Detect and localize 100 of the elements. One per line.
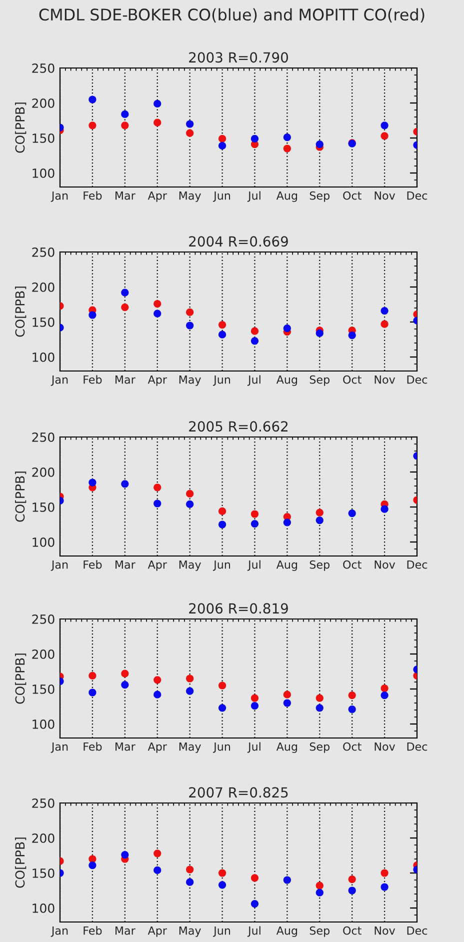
x-tick-label: Aug [276,376,298,386]
y-tick-label: 250 [32,798,54,808]
point [283,518,291,526]
point [186,674,194,682]
point [154,100,162,108]
y-tick-label: 250 [32,63,54,73]
point [88,478,96,486]
point [348,691,356,700]
point [186,120,194,128]
point [121,680,129,689]
point [154,500,162,508]
y-tick-label: 200 [32,833,54,843]
x-tick-label: May [179,192,201,202]
x-tick-label: Jun [213,742,230,753]
x-tick-label: Mar [116,376,136,384]
x-tick-label: Oct [343,926,362,935]
x-tick-label: Aug [276,192,298,202]
x-tick-label: May [179,742,201,753]
x-tick-label: Nov [374,560,396,569]
x-tick-label: Feb [84,742,102,751]
x-tick-label: Jun [213,560,230,571]
point [250,900,259,908]
x-tick-label: Sep [310,560,330,571]
y-tick-label: 250 [32,614,54,624]
point [218,330,226,338]
y-tick-label: 250 [32,432,54,442]
point [121,480,129,488]
point [218,869,226,877]
x-tick-label: Jul [247,191,260,202]
y-tick-label: 150 [32,317,54,327]
point [218,320,226,329]
x-tick-label: Dec [407,192,428,200]
point [218,142,226,150]
point [88,122,96,130]
point [348,705,356,714]
y-tick-label: 100 [32,719,54,729]
x-tick-label: Dec [407,742,428,751]
x-tick-label: Apr [148,560,167,571]
x-tick-label: Jul [247,926,260,937]
point [316,329,324,338]
x-tick-label: Sep [310,926,330,937]
y-axis-title: CO[PPB] [15,472,26,522]
y-tick-label: 200 [32,282,54,292]
y-axis-title: CO[PPB] [15,286,26,337]
x-tick-label: May [179,376,201,386]
x-tick-label: Aug [276,926,298,937]
point [380,684,388,692]
point [186,129,194,137]
point [186,500,194,508]
y-axis-title: CO[PPB] [15,838,26,888]
point [218,134,226,143]
point [316,888,324,896]
x-tick-label: Aug [276,742,298,753]
y-tick-label: 250 [32,247,54,257]
point [348,886,356,894]
point [348,509,356,518]
x-tick-label: Jan [50,192,68,202]
point [121,110,129,118]
x-tick-label: Oct [343,375,362,384]
point [283,133,291,142]
y-tick-label: 200 [32,98,54,108]
point [316,516,324,524]
point [250,337,259,345]
point [348,875,356,884]
x-tick-label: Feb [84,375,102,384]
point [316,508,324,516]
point [121,303,129,312]
point [316,882,324,890]
x-tick-label: Sep [310,375,330,386]
x-tick-label: Mar [116,192,136,200]
point [121,670,129,678]
x-tick-label: Nov [374,376,396,384]
point [250,134,259,143]
text: CMDL SDE-BOKER CO(blue) and MOPITT CO(red) [39,8,424,23]
x-tick-label: Oct [343,560,362,569]
x-tick-label: Sep [310,191,330,202]
point [250,327,259,335]
y-tick-label: 150 [32,133,54,143]
point [154,676,162,684]
point [380,869,388,877]
x-tick-label: Apr [148,742,167,753]
point [186,490,194,498]
point [380,122,388,130]
point [283,690,291,698]
x-tick-label: Jul [247,742,260,753]
point [218,520,226,528]
y-tick-label: 150 [32,868,54,878]
chart-title: 2006 R=0.819 [189,603,288,614]
x-tick-label: Jul [247,375,260,386]
point [380,883,388,891]
point [154,118,162,126]
chart-title: 2005 R=0.662 [189,421,288,432]
x-tick-label: Sep [310,742,330,753]
point [186,878,194,886]
point [154,484,162,492]
x-tick-label: Mar [116,926,136,935]
point [186,322,194,330]
chart-title: 2003 R=0.790 [189,52,288,63]
point [186,687,194,695]
y-tick-label: 100 [32,352,54,362]
